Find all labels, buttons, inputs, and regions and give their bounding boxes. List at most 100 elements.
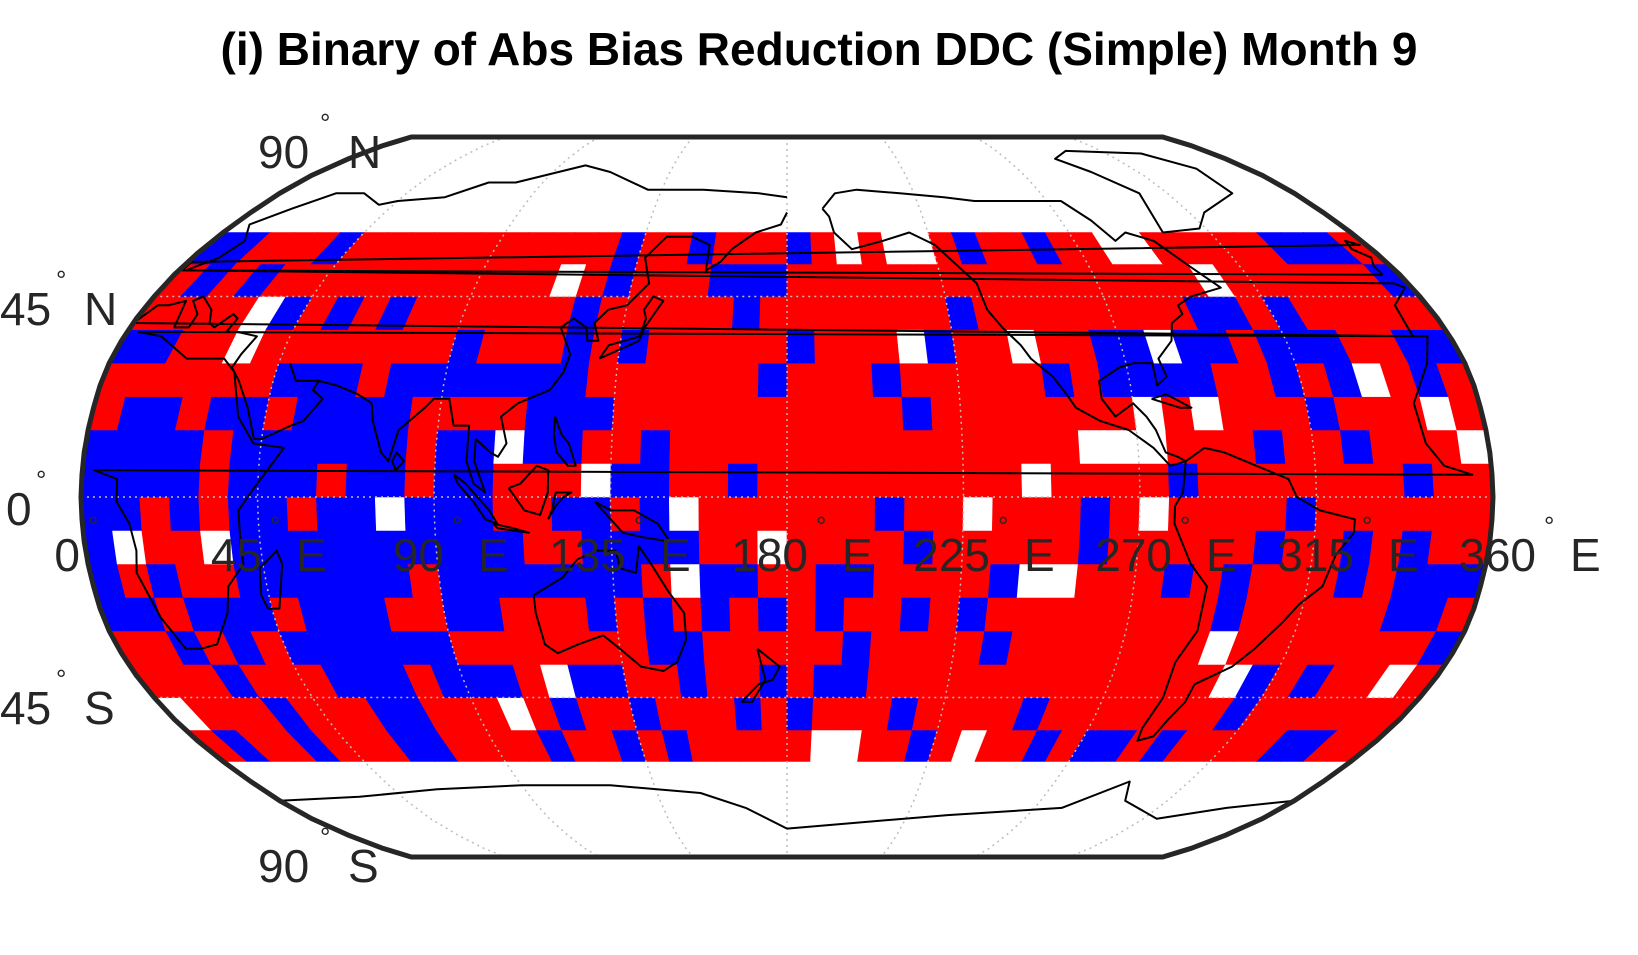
meridian-line: [609, 137, 694, 857]
grid-cell: [315, 463, 348, 498]
grid-cell: [112, 429, 147, 464]
lat-label-hemisphere: S: [348, 840, 379, 892]
grid-cell: [286, 463, 319, 498]
grid-cell: [345, 496, 377, 531]
grid-cell: [1252, 429, 1286, 464]
lon-label-value: 45: [211, 529, 262, 581]
grid-cell: [899, 597, 932, 632]
grid-cell: [524, 396, 558, 431]
grid-cell: [1310, 429, 1345, 464]
grid-cell: [786, 362, 817, 397]
grid-cell: [927, 597, 960, 632]
coastline: [289, 362, 319, 382]
lat-label-value: 90: [258, 126, 309, 178]
grid-cell: [286, 496, 319, 531]
lon-label-value: 270: [1095, 529, 1172, 581]
grid-cell: [645, 630, 678, 665]
grid-cell: [81, 463, 113, 498]
grid-cell: [699, 396, 730, 431]
grid-cell: [865, 296, 898, 330]
grid-cell: [404, 463, 436, 498]
grid-cell: [707, 263, 738, 297]
grid-cell: [843, 362, 874, 397]
grid-cell: [346, 429, 380, 464]
lon-label-degree: °: [816, 511, 826, 541]
grid-cell: [927, 362, 960, 397]
grid-cell: [257, 463, 289, 498]
grid-cell: [1197, 463, 1229, 498]
grid-cell: [874, 530, 905, 565]
grid-cell: [760, 263, 788, 297]
grid-cell: [786, 630, 816, 665]
grid-cell: [961, 429, 993, 464]
lat-label-degree: °: [56, 265, 66, 295]
grid-cell: [1040, 597, 1075, 632]
grid-cell: [698, 496, 729, 531]
grid-cell: [374, 496, 407, 531]
grid-cell: [200, 429, 235, 464]
grid-cell: [1077, 429, 1110, 464]
grid-cell: [1285, 496, 1317, 531]
grid-cell: [874, 463, 906, 498]
grid-cell: [681, 697, 713, 731]
grid-cell: [139, 496, 172, 531]
grid-cell: [1402, 496, 1435, 531]
grid-cell: [110, 496, 143, 531]
grid-cell: [874, 496, 906, 531]
grid-cell: [698, 530, 730, 565]
grid-cell: [962, 496, 994, 531]
lon-label-value: 135: [549, 529, 626, 581]
grid-cell: [757, 496, 788, 531]
grid-cell: [676, 664, 709, 698]
grid-cell: [1079, 496, 1111, 531]
grid-cell: [349, 563, 385, 598]
grid-cell: [227, 463, 260, 498]
grid-cell: [786, 729, 813, 762]
grid-cell: [843, 597, 874, 632]
grid-cell: [670, 396, 702, 431]
grid-cell: [522, 429, 555, 464]
grid-cell: [556, 597, 590, 632]
grid-cell: [833, 729, 863, 762]
coastline: [598, 295, 665, 360]
grid-cell: [786, 396, 817, 431]
grid-cell: [786, 496, 817, 531]
grid-cell: [1016, 396, 1050, 431]
grid-cell: [731, 296, 761, 330]
grid-cell: [405, 429, 438, 464]
grid-cell: [984, 597, 1018, 632]
grid-cell: [903, 496, 935, 531]
grid-cell: [758, 630, 788, 665]
coastline: [391, 451, 405, 471]
grid-cell: [1048, 429, 1081, 464]
grid-cell: [815, 463, 847, 498]
lon-label-degree: °: [998, 511, 1008, 541]
grid-cell: [932, 429, 964, 464]
grid-cell: [1373, 463, 1406, 498]
grid-cell: [730, 630, 760, 665]
lon-label-value: 360: [1459, 529, 1536, 581]
grid-cell: [786, 597, 817, 632]
lon-label-value: 180: [731, 529, 808, 581]
grid-cell: [757, 396, 788, 431]
grid-cell: [839, 664, 870, 698]
grid-cell: [836, 697, 867, 731]
lat-label-value: 45: [0, 283, 51, 335]
grid-cell: [610, 463, 641, 498]
grid-cell: [642, 362, 675, 397]
grid-cell: [815, 396, 846, 431]
grid-cell: [844, 429, 876, 464]
grid-cell: [611, 396, 644, 431]
lon-label-hemisphere: E: [842, 529, 873, 581]
coastline: [492, 522, 530, 534]
grid-cell: [1021, 496, 1053, 531]
grid-cell: [315, 496, 348, 531]
grid-cell: [581, 429, 613, 464]
grid-cell: [760, 697, 788, 731]
lat-label-degree: °: [56, 664, 66, 694]
grid-cell: [1373, 496, 1406, 531]
grid-cell: [704, 664, 735, 698]
grid-cell: [551, 496, 583, 531]
grid-cell: [1255, 496, 1288, 531]
